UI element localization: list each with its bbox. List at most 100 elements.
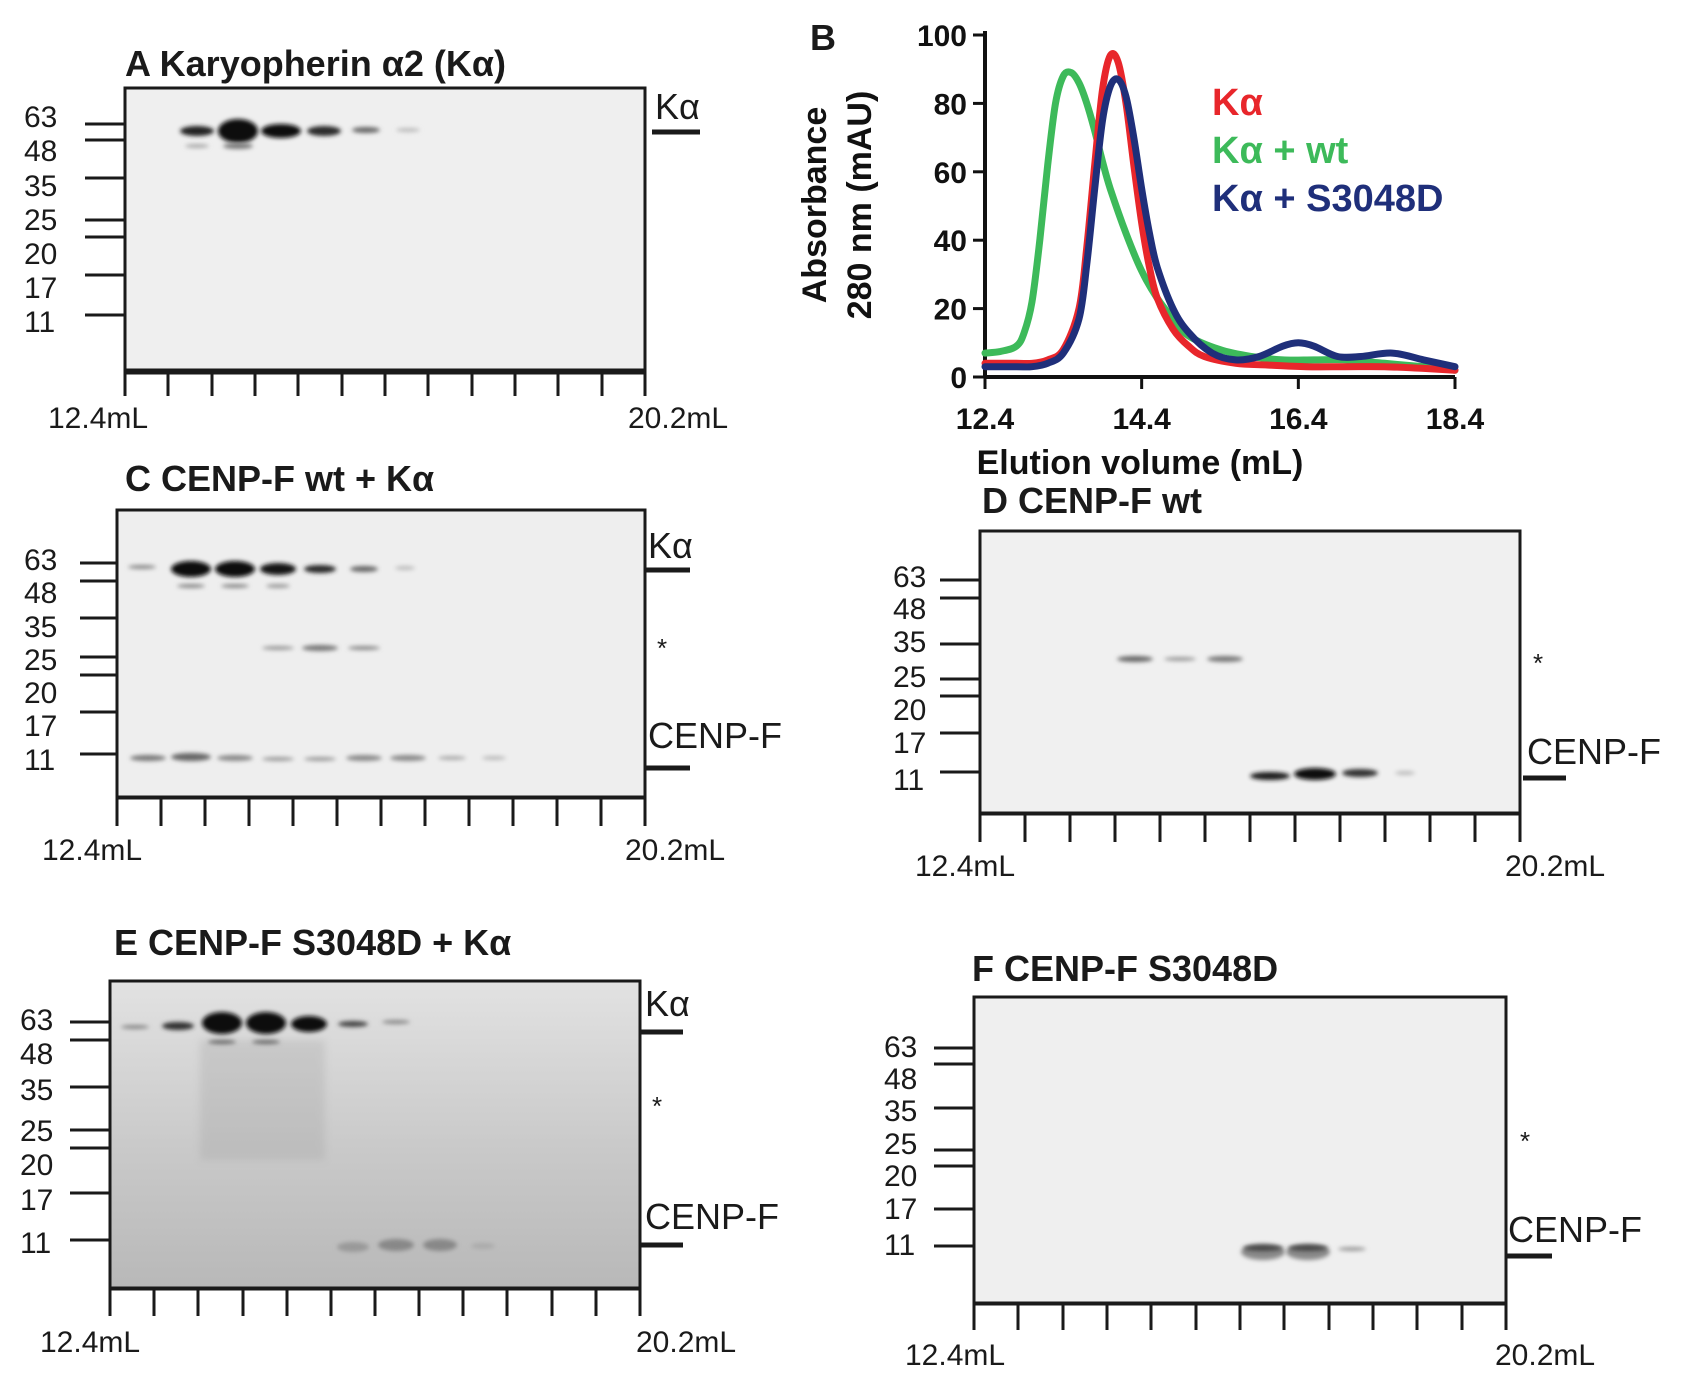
panel-d-title: D CENP-F wt <box>982 480 1202 521</box>
mw-label: 48 <box>24 577 57 610</box>
gel-band <box>1294 768 1336 780</box>
volume-start-label: 12.4mL <box>905 1339 1005 1372</box>
panel-b-label: B <box>810 17 836 58</box>
panel-d-marker-ticks <box>940 578 980 774</box>
x-tick-label: 16.4 <box>1269 403 1328 436</box>
gel-band <box>302 645 338 651</box>
panel-e-title: E CENP-F S3048D + Kα <box>114 922 511 963</box>
panel-c-marker-ticks <box>80 561 117 756</box>
chart-series-lines <box>981 50 1459 374</box>
mw-label: 11 <box>884 1229 915 1262</box>
gel-band <box>352 127 380 133</box>
panel-a-title: A Karyopherin α2 (Kα) <box>125 43 506 84</box>
panel-a-marker-ticks <box>85 122 125 317</box>
mw-label: 63 <box>893 561 926 594</box>
gel-band <box>202 1012 242 1034</box>
mw-label: 48 <box>20 1038 53 1071</box>
panel-d: D CENP-F wt 63 48 35 25 20 17 <box>893 480 1661 883</box>
panel-f-marker-labels: 63 48 35 25 20 17 11 <box>884 1031 917 1262</box>
panel-f-marker-ticks <box>934 1046 974 1248</box>
mw-label: 25 <box>884 1128 917 1161</box>
y-tick-label: 40 <box>934 225 967 258</box>
band-label-karyopherin: Kα <box>648 525 693 566</box>
x-tick-label: 18.4 <box>1426 403 1485 436</box>
fraction-ticks <box>978 813 1522 842</box>
mw-label: 11 <box>20 1227 51 1260</box>
gel-band <box>396 128 420 132</box>
panel-f-bands <box>1241 1244 1366 1260</box>
gel-band <box>304 757 336 761</box>
mw-label: 63 <box>884 1031 917 1064</box>
panel-b-chart: B 0 20 40 60 80 100 12.4 14.4 16.4 18.4 Kα Kα + wt… <box>796 17 1485 482</box>
mw-label: 17 <box>20 1184 53 1217</box>
gel-band <box>1342 769 1378 777</box>
mw-label: 17 <box>24 272 57 305</box>
panel-e-marker-labels: 63 48 35 25 20 17 11 <box>20 1004 53 1260</box>
gel-band <box>1207 656 1243 662</box>
panel-e: E CENP-F S3048D + Kα <box>20 922 779 1359</box>
mw-label: 20 <box>884 1160 917 1193</box>
mw-label: 20 <box>20 1149 53 1182</box>
gel-band <box>246 1012 286 1034</box>
gel-band <box>221 584 249 588</box>
gel-band <box>177 584 205 588</box>
volume-start-label: 12.4mL <box>42 834 142 867</box>
volume-end-label: 20.2mL <box>625 834 725 867</box>
gel-band <box>185 144 209 148</box>
gel-band <box>1338 1247 1366 1251</box>
y-tick-label: 0 <box>950 362 967 395</box>
panel-f-gel <box>972 995 1508 1306</box>
mw-label: 17 <box>893 727 926 760</box>
panel-c-title: C CENP-F wt + Kα <box>125 458 434 499</box>
gel-band <box>337 1242 369 1252</box>
panel-c-bands <box>128 561 506 761</box>
gel-band <box>348 646 380 650</box>
panel-e-gel <box>108 979 642 1291</box>
mw-label: 35 <box>20 1074 53 1107</box>
band-label-karyopherin: Kα <box>655 86 700 127</box>
gel-band <box>438 756 466 760</box>
mw-label: 35 <box>893 626 926 659</box>
panel-a-bands <box>180 119 420 149</box>
gel-band <box>338 1021 368 1027</box>
chart-xlabel: Elution volume (mL) <box>977 444 1304 482</box>
legend-entry: Kα + S3048D <box>1212 178 1443 220</box>
gel-band <box>1288 1245 1328 1251</box>
asterisk-label: * <box>657 633 667 663</box>
gel-band <box>180 126 214 136</box>
panel-d-bands <box>1117 656 1415 780</box>
gel-band <box>382 1020 410 1024</box>
y-tick-label: 100 <box>917 20 967 53</box>
mw-label: 25 <box>24 644 57 677</box>
mw-label: 35 <box>24 611 57 644</box>
gel-band <box>471 1243 495 1249</box>
gel-band <box>215 561 255 577</box>
chart-ylabel-line-2: 280 nm (mAU) <box>841 91 879 320</box>
x-tick-label: 12.4 <box>956 403 1015 436</box>
gel-band <box>171 561 211 577</box>
panel-f: F CENP-F S3048D 63 48 35 25 20 17 11 <box>884 948 1642 1372</box>
legend-entry: Kα + wt <box>1212 130 1349 172</box>
gel-band <box>171 753 211 761</box>
gel-band <box>423 1239 457 1251</box>
mw-label: 11 <box>893 764 924 797</box>
gel-band <box>378 1239 414 1251</box>
panel-e-marker-ticks <box>70 1020 110 1242</box>
panel-e-bands <box>121 1012 495 1252</box>
mw-label: 11 <box>24 306 55 339</box>
panel-c-marker-labels: 63 48 35 25 20 17 11 <box>24 544 57 777</box>
band-label-cenpf: CENP-F <box>645 1196 779 1237</box>
asterisk-label: * <box>1520 1126 1530 1156</box>
gel-band <box>307 126 341 136</box>
panel-a-gel <box>123 86 647 375</box>
chart-legend: Kα Kα + wt Kα + S3048D <box>1212 82 1443 220</box>
gel-band <box>260 563 296 575</box>
volume-end-label: 20.2mL <box>636 1326 736 1359</box>
gel-band <box>395 566 415 570</box>
mw-label: 17 <box>884 1193 917 1226</box>
gel-band <box>1164 657 1196 661</box>
mw-label: 35 <box>24 170 57 203</box>
mw-label: 48 <box>893 593 926 626</box>
band-label-karyopherin: Kα <box>645 983 690 1024</box>
mw-label: 63 <box>24 101 57 134</box>
